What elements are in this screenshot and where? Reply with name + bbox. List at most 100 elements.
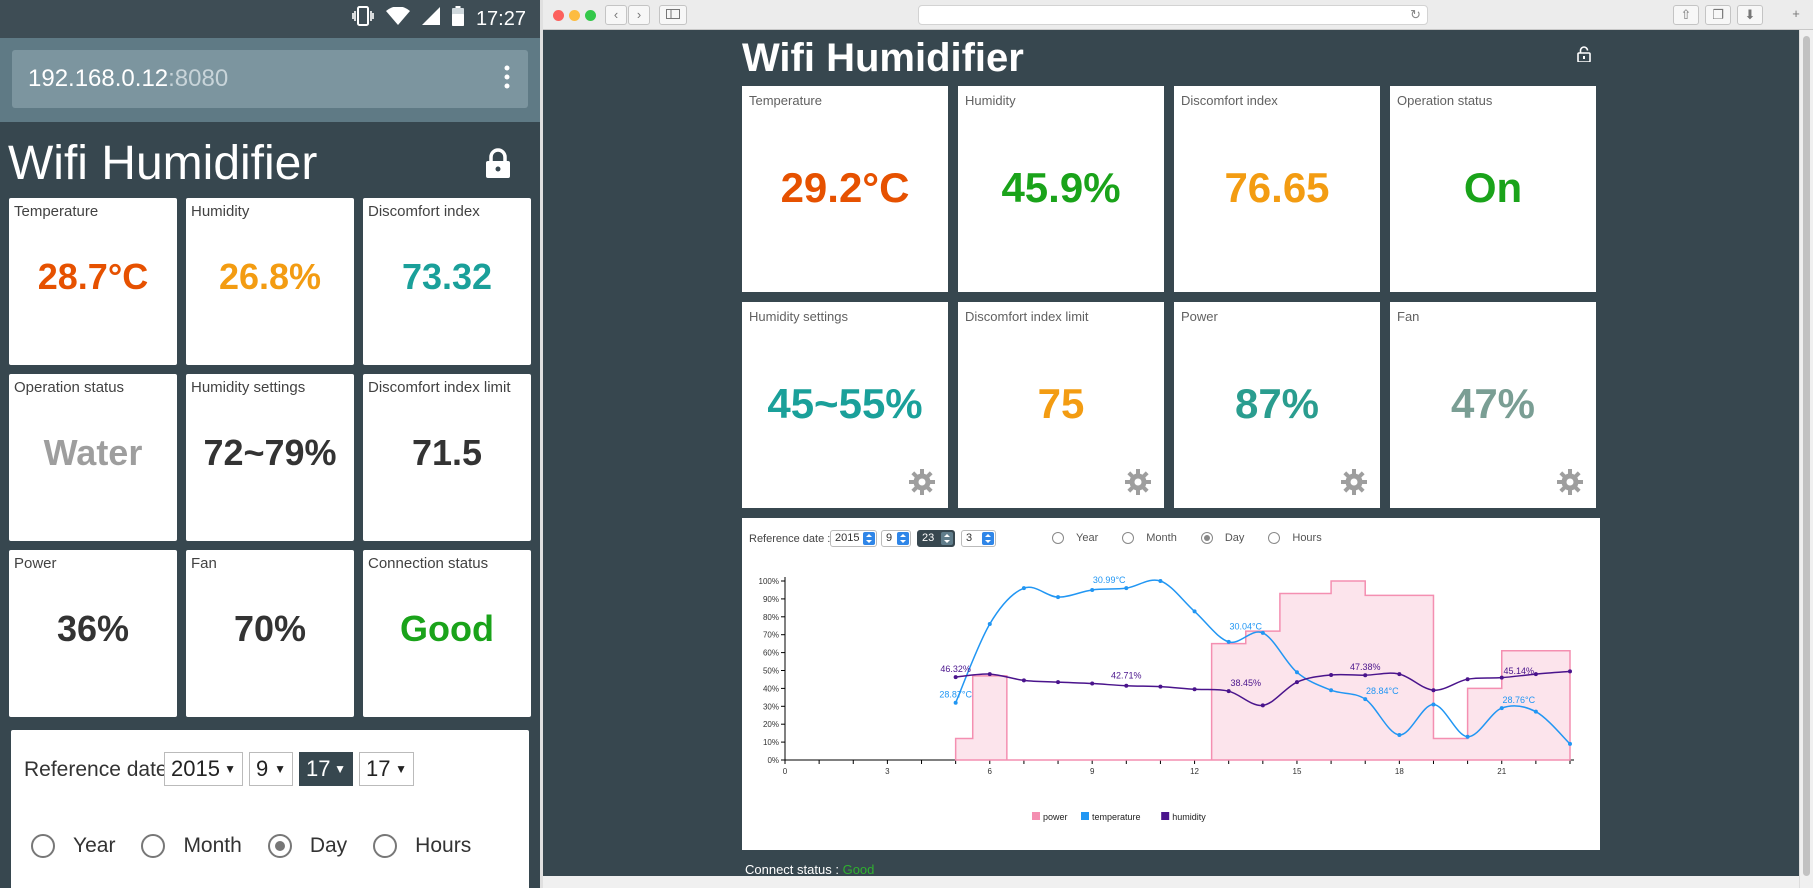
new-tab-button[interactable]: + [1787, 5, 1805, 25]
series-humidity-point [1568, 669, 1572, 674]
card-power[interactable]: Power 36% [9, 550, 177, 717]
card-label: Connection status [368, 555, 489, 572]
radio-circle[interactable] [1052, 532, 1064, 544]
y-tick-label: 0% [767, 756, 779, 765]
day-value: 23 [922, 532, 935, 544]
hour-select[interactable]: 3 [961, 530, 996, 547]
series-humidity-point [1158, 684, 1163, 689]
radio-year[interactable]: Year [31, 834, 115, 858]
clock-time: 17:27 [475, 7, 526, 30]
card-label: Power [1181, 309, 1218, 324]
series-humidity-point [1397, 672, 1402, 677]
legend-label-temperature: temperature [1092, 812, 1141, 822]
series-humidity-point [1056, 680, 1061, 685]
series-humidity-point [1499, 675, 1504, 680]
card-label: Humidity settings [749, 309, 848, 324]
card-value: 29.2°C [780, 164, 910, 211]
radio-month[interactable]: Month [1122, 532, 1177, 544]
gear-icon[interactable] [1557, 469, 1583, 495]
scrollbar-thumb[interactable] [1803, 36, 1810, 876]
forward-button[interactable]: › [628, 5, 650, 25]
close-window-button[interactable] [553, 10, 564, 21]
vertical-scrollbar[interactable] [1799, 30, 1813, 888]
x-tick-label: 21 [1497, 767, 1506, 776]
series-temperature-point [1363, 697, 1368, 702]
radio-day[interactable]: Day [267, 834, 347, 858]
radio-month[interactable]: Month [141, 834, 242, 858]
share-button[interactable]: ⇧ [1673, 5, 1699, 25]
radio-circle[interactable] [1268, 532, 1281, 544]
series-power-area [954, 580, 1571, 761]
data-label: 46.32% [940, 664, 971, 674]
radio-hours[interactable]: Hours [1268, 532, 1322, 544]
desktop-status-grid: Temperature 29.2°C Humidity 45.9% Discomfo… [742, 86, 1596, 508]
card-connection-status: Connection status Good [363, 550, 531, 717]
address-field[interactable]: ↻ [918, 5, 1428, 25]
stepper-icon [982, 532, 994, 545]
android-status-bar: 17:27 [0, 0, 540, 38]
series-humidity-point [1260, 703, 1265, 708]
card-value: 75 [1037, 380, 1085, 427]
back-button[interactable]: ‹ [605, 5, 627, 25]
series-humidity-point [1294, 680, 1299, 685]
mobile-address-bar: 192.168.0.12:8080 [0, 38, 540, 122]
data-label: 45.14% [1504, 666, 1535, 676]
period-radio-group: Year Month Day Hours [31, 834, 497, 858]
day-select[interactable]: 23 [917, 530, 955, 547]
card-operation-status: Operation status On [1390, 86, 1596, 292]
year-select[interactable]: 2015 [830, 530, 877, 547]
gear-icon[interactable] [909, 469, 935, 495]
data-label: 28.76°C [1502, 695, 1535, 705]
year-select[interactable]: 2015 ▼ [164, 752, 243, 786]
legend-label-power: power [1043, 812, 1068, 822]
history-line-chart: 0% 10% 20% 30% 40% 50% 60% 70% 80% 90% 100% 0 3 6 9 12 1… [759, 575, 1574, 822]
minimize-window-button[interactable] [569, 10, 580, 21]
series-temperature-point [1568, 741, 1572, 746]
overflow-menu-icon[interactable] [502, 65, 512, 93]
radio-circle[interactable] [1200, 532, 1213, 544]
card-humidity: Humidity 45.9% [958, 86, 1164, 292]
legend-swatch-humidity [1161, 812, 1170, 820]
gear-icon[interactable] [1341, 469, 1367, 495]
hour-select[interactable]: 17 ▼ [359, 752, 414, 786]
reference-date-label: Reference date : [749, 533, 831, 545]
card-value: 72~79% [203, 432, 337, 473]
maximize-window-button[interactable] [585, 10, 596, 21]
radio-year[interactable]: Year [1052, 532, 1098, 544]
card-fan[interactable]: Fan 70% [186, 550, 354, 717]
radio-circle[interactable] [141, 834, 166, 858]
radio-circle[interactable] [31, 834, 55, 858]
dropdown-arrow-icon: ▼ [224, 762, 236, 776]
card-discomfort-index-limit[interactable]: Discomfort index limit 71.5 [363, 374, 531, 541]
radio-hours[interactable]: Hours [373, 834, 471, 858]
radio-day[interactable]: Day [1200, 532, 1244, 544]
gear-icon[interactable] [1125, 469, 1151, 495]
downloads-button[interactable]: ⬇ [1737, 5, 1763, 25]
wifi-icon [385, 6, 410, 31]
radio-circle[interactable] [267, 834, 292, 858]
card-label: Operation status [1397, 93, 1493, 108]
month-select[interactable]: 9 [881, 530, 911, 547]
data-label: 30.99°C [1093, 575, 1126, 585]
series-temperature-point [1056, 595, 1061, 600]
day-select[interactable]: 17 ▼ [299, 752, 353, 786]
card-humidity-settings[interactable]: Humidity settings 72~79% [186, 374, 354, 541]
radio-circle[interactable] [1122, 532, 1135, 544]
url-field[interactable]: 192.168.0.12:8080 [12, 50, 528, 108]
reload-icon[interactable]: ↻ [1410, 7, 1421, 22]
radio-circle[interactable] [373, 834, 398, 858]
lock-icon[interactable] [484, 148, 512, 178]
y-tick-label: 10% [763, 738, 779, 747]
battery-icon [451, 6, 464, 32]
horizontal-scrollbar[interactable] [543, 876, 1799, 888]
card-value: 76.65 [1224, 164, 1330, 211]
stepper-icon [897, 532, 909, 545]
sidebar-button[interactable] [659, 5, 687, 25]
tabs-button[interactable]: ❐ [1705, 5, 1731, 25]
month-value: 9 [886, 532, 893, 544]
day-value: 17 [306, 756, 331, 781]
lock-open-icon[interactable] [1577, 46, 1591, 63]
sidebar-icon [666, 9, 680, 19]
series-temperature-point [1158, 579, 1163, 583]
month-select[interactable]: 9 ▼ [249, 752, 293, 786]
